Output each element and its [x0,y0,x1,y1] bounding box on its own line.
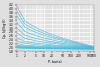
Y-axis label: Cp, kJ/(kg·K): Cp, kJ/(kg·K) [4,18,8,38]
X-axis label: P, bar(a): P, bar(a) [48,59,62,64]
